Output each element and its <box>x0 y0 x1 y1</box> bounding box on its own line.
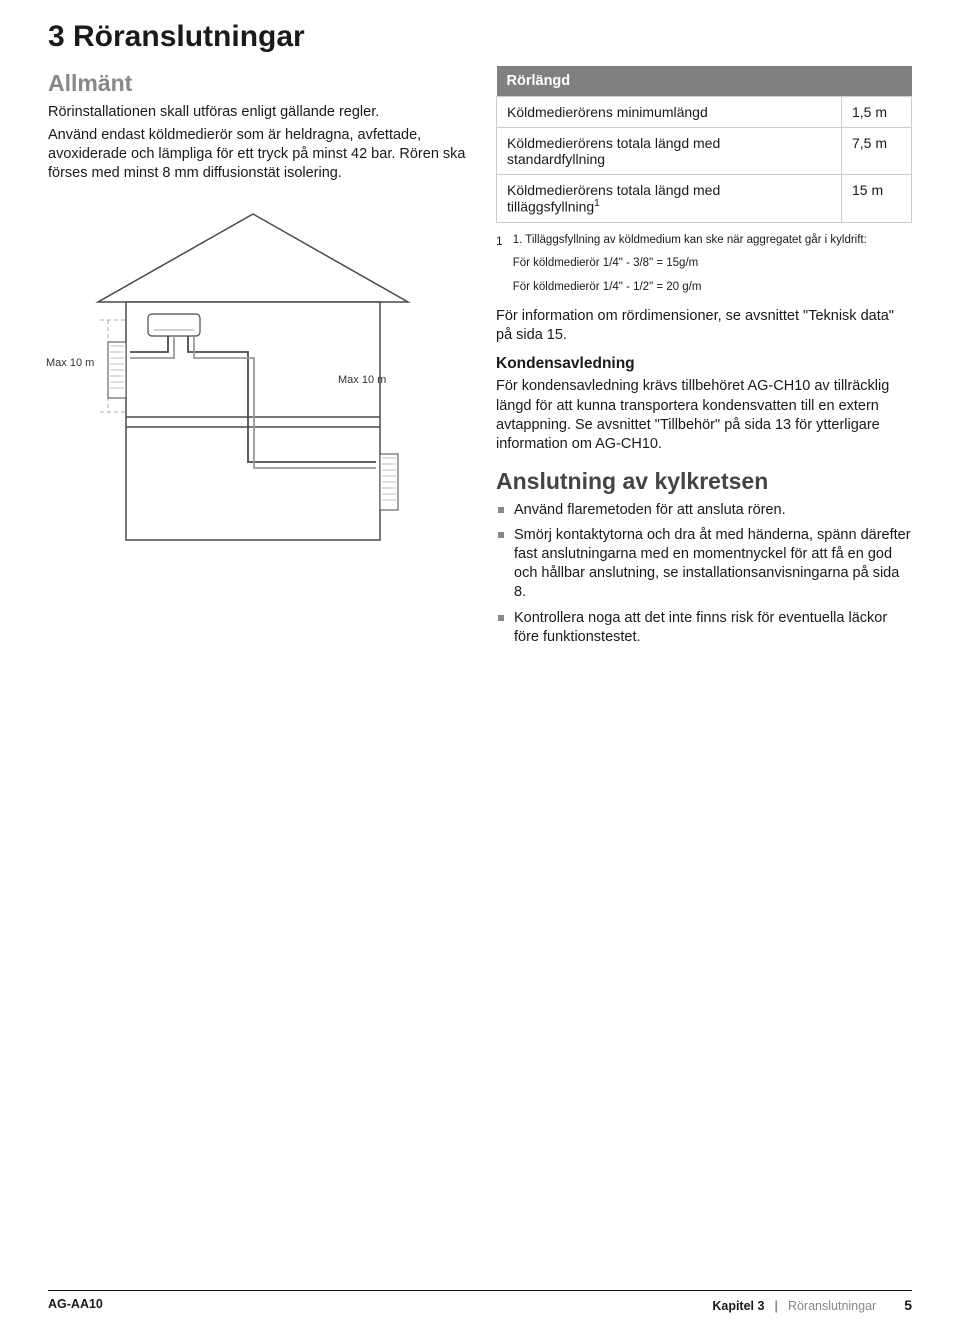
paragraph: Rörinstallationen skall utföras enligt g… <box>48 103 468 122</box>
paragraph: För information om rördimensioner, se av… <box>496 307 912 345</box>
table-cell-label: Köldmedierörens totala längd med standar… <box>497 128 842 175</box>
footer-chapter: Kapitel 3 <box>712 1299 764 1313</box>
list-item: Kontrollera noga att det inte finns risk… <box>496 609 912 647</box>
footnote-text: 1. Tilläggsfyllning av köldmedium kan sk… <box>513 233 912 296</box>
footnote-number: 1 <box>496 233 503 296</box>
diagram-label-right: Max 10 m <box>338 374 386 386</box>
table-row: Köldmedierörens totala längd med standar… <box>497 128 912 175</box>
section-heading-allmant: Allmänt <box>48 70 468 97</box>
footer-separator: | <box>774 1299 778 1313</box>
section-heading-anslutning: Anslutning av kylkretsen <box>496 468 912 495</box>
paragraph: Använd endast köldmedierör som är heldra… <box>48 126 468 183</box>
bullet-list: Använd flaremetoden för att ansluta röre… <box>496 501 912 647</box>
footer-section: Röranslutningar <box>788 1299 876 1313</box>
table-header: Rörlängd <box>497 66 912 97</box>
two-column-layout: Allmänt Rörinstallationen skall utföras … <box>48 66 912 653</box>
chapter-title: 3 Röranslutningar <box>48 20 912 54</box>
table-row: Köldmedierörens totala längd med tillägg… <box>497 175 912 223</box>
table-cell-value: 1,5 m <box>842 97 912 128</box>
rorlangd-table: Rörlängd Köldmedierörens minimumlängd 1,… <box>496 66 912 223</box>
left-column: Allmänt Rörinstallationen skall utföras … <box>48 66 468 653</box>
right-column: Rörlängd Köldmedierörens minimumlängd 1,… <box>496 66 912 653</box>
house-diagram: Max 10 m Max 10 m <box>48 202 468 562</box>
paragraph: För kondensavledning krävs tillbehöret A… <box>496 377 912 454</box>
house-svg <box>48 202 468 562</box>
list-item: Smörj kontaktytorna och dra åt med hände… <box>496 526 912 603</box>
table-row: Köldmedierörens minimumlängd 1,5 m <box>497 97 912 128</box>
table-cell-value: 15 m <box>842 175 912 223</box>
footnote: 1 1. Tilläggsfyllning av köldmedium kan … <box>496 233 912 296</box>
footer-product-code: AG-AA10 <box>48 1297 103 1313</box>
subheading-kondensavledning: Kondensavledning <box>496 355 912 373</box>
page-footer: AG-AA10 Kapitel 3 | Röranslutningar 5 <box>48 1290 912 1313</box>
diagram-label-left: Max 10 m <box>46 357 94 369</box>
footer-right: Kapitel 3 | Röranslutningar 5 <box>712 1297 912 1313</box>
table-cell-label: Köldmedierörens minimumlängd <box>497 97 842 128</box>
footer-page-number: 5 <box>904 1297 912 1313</box>
list-item: Använd flaremetoden för att ansluta röre… <box>496 501 912 520</box>
table-cell-label: Köldmedierörens totala längd med tillägg… <box>497 175 842 223</box>
table-cell-value: 7,5 m <box>842 128 912 175</box>
